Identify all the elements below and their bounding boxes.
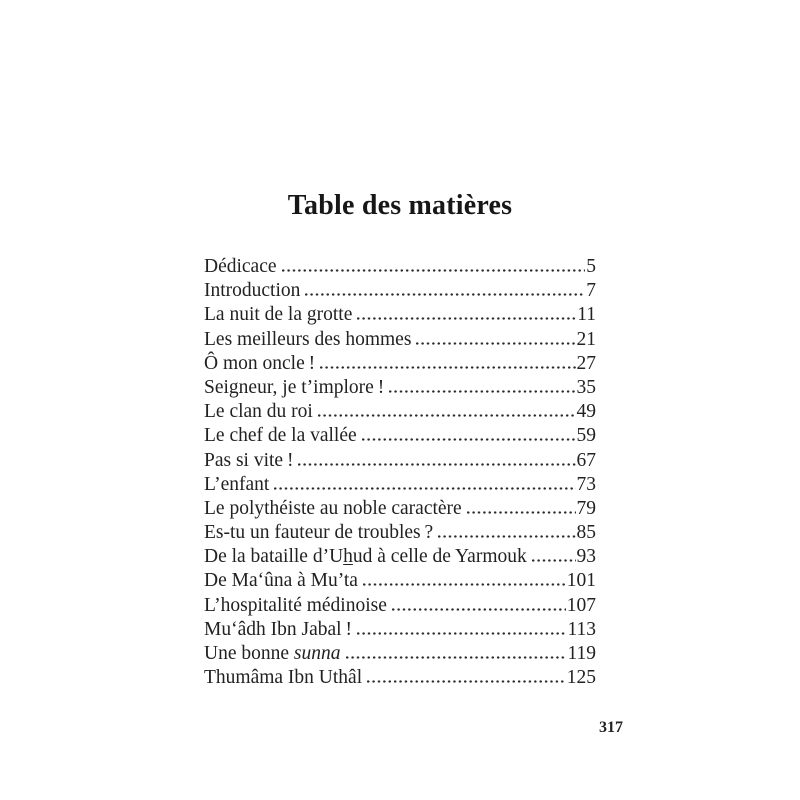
toc-row: Pas si vite ! 67: [204, 450, 596, 474]
toc-entry-label: Le clan du roi: [204, 401, 313, 423]
toc-row: Une bonne sunna 119: [204, 643, 596, 667]
toc-entry-page: 7: [586, 280, 596, 302]
toc-entry-text: L’hospitalité médinoise: [204, 594, 387, 616]
toc-entry-text: Seigneur, je t’implore !: [204, 376, 385, 398]
toc-row: Ô mon oncle ! 27: [204, 353, 596, 377]
toc-row: L’enfant 73: [204, 474, 596, 498]
toc-entry-label: Introduction: [204, 280, 300, 302]
toc-entry-text: De Ma‘ûna à Mu’ta: [204, 570, 358, 592]
toc-entry-label: Seigneur, je t’implore !: [204, 377, 384, 399]
leader-dots: [391, 607, 566, 611]
toc-entry-label: La nuit de la grotte: [204, 304, 352, 326]
toc-row: Le clan du roi 49: [204, 401, 596, 425]
toc-entry-page: 73: [576, 473, 597, 495]
toc-row: La nuit de la grotte 11: [204, 304, 596, 328]
toc-entry-page: 49: [576, 401, 597, 423]
toc-entry-page: 11: [577, 304, 596, 326]
toc-entry-page: 35: [576, 376, 597, 398]
toc-row: Mu‘âdh Ibn Jabal ! 113: [204, 619, 596, 643]
toc-entry-label: De la bataille d’Uhud à celle de Yarmouk: [204, 546, 527, 568]
toc-row: De la bataille d’Uhud à celle de Yarmouk…: [204, 546, 596, 570]
toc-entry-text: L’enfant: [204, 473, 270, 495]
leader-dots: [356, 631, 567, 635]
toc-entry-label: De Ma‘ûna à Mu’ta: [204, 570, 358, 592]
leader-dots: [367, 680, 566, 684]
toc-entry-label: Une bonne sunna: [204, 643, 341, 665]
leader-dots: [531, 559, 576, 563]
toc-entry-label: Le chef de la vallée: [204, 425, 357, 447]
toc-entry-page: 93: [576, 546, 597, 568]
toc-row: Thumâma Ibn Uthâl 125: [204, 667, 596, 691]
toc-row: L’hospitalité médinoise 107: [204, 595, 596, 619]
leader-dots: [438, 535, 576, 539]
toc-entry-page: 107: [566, 594, 596, 616]
toc-row: Seigneur, je t’implore ! 35: [204, 377, 596, 401]
toc-entry-text: Une bonne: [204, 643, 294, 664]
toc-entry-page: 59: [576, 425, 597, 447]
toc-entry-label: Dédicace: [204, 256, 277, 278]
toc-entry-text-underlined: h: [343, 546, 353, 568]
leader-dots: [281, 269, 586, 272]
leader-dots: [361, 438, 576, 442]
toc-entry-page: 5: [586, 256, 596, 277]
toc-entry-text: Ô mon oncle !: [204, 352, 316, 374]
toc-row: Les meilleurs des hommes 21: [204, 329, 596, 353]
toc-entry-label: Thumâma Ibn Uthâl: [204, 667, 362, 689]
page-title: Table des matières: [287, 190, 513, 221]
toc-entry-page: 21: [576, 328, 597, 350]
toc-entry-text: Es-tu un fauteur de troubles ?: [204, 522, 434, 544]
toc-entry-label: L’enfant: [204, 474, 269, 496]
toc-entry-page: 125: [566, 667, 596, 689]
toc-entry-text: Dédicace: [204, 256, 277, 277]
toc-entry-text-italic: sunna: [293, 643, 341, 664]
leader-dots: [466, 510, 576, 514]
toc-entry-label: Le polythéiste au noble caractère: [204, 498, 462, 520]
toc-row: Dédicace 5: [204, 256, 596, 280]
toc-entry-page: 101: [566, 570, 596, 592]
leader-dots: [362, 583, 566, 587]
toc-entry-text: Les meilleurs des hommes: [204, 328, 412, 350]
toc-entry-label: Ô mon oncle !: [204, 353, 315, 375]
leader-dots: [298, 462, 576, 466]
toc-entry-label: Es-tu un fauteur de troubles ?: [204, 522, 433, 544]
toc-entry-text: ud à celle de Yarmouk: [352, 546, 527, 568]
toc-entry-label: L’hospitalité médinoise: [204, 595, 387, 617]
toc-entry-text: Le clan du roi: [204, 401, 313, 423]
toc-entry-label: Les meilleurs des hommes: [204, 329, 411, 351]
leader-dots: [320, 365, 576, 369]
toc-entry-page: 67: [576, 449, 597, 471]
toc-row: Introduction 7: [204, 280, 596, 304]
leader-dots: [274, 486, 576, 490]
folio-page-number: 317: [599, 719, 623, 736]
leader-dots: [345, 656, 567, 659]
toc-entry-text: Introduction: [204, 280, 301, 302]
toc-entry-page: 27: [576, 352, 597, 374]
toc-row: Es-tu un fauteur de troubles ? 85: [204, 522, 596, 546]
toc-row: Le polythéiste au noble caractère 79: [204, 498, 596, 522]
toc-entry-page: 113: [567, 618, 596, 640]
toc-entry-page: 79: [576, 497, 597, 519]
leader-dots: [416, 341, 576, 345]
leader-dots: [317, 414, 576, 418]
toc-entry-text: Pas si vite !: [204, 449, 294, 471]
toc-entry-text: Le polythéiste au noble caractère: [204, 497, 462, 519]
leader-dots: [389, 389, 576, 393]
toc-entry-text: Thumâma Ibn Uthâl: [204, 667, 363, 689]
toc-entry-text: Mu‘âdh Ibn Jabal !: [204, 618, 352, 640]
leader-dots: [305, 293, 586, 297]
toc-entry-text: La nuit de la grotte: [204, 304, 353, 326]
toc-entry-page: 119: [567, 643, 596, 664]
toc-row: Le chef de la vallée 59: [204, 425, 596, 449]
toc-entry-text: Le chef de la vallée: [204, 425, 357, 447]
toc-entry-text: De la bataille d’U: [204, 546, 344, 568]
toc-entry-page: 85: [576, 522, 597, 544]
toc-entry-label: Mu‘âdh Ibn Jabal !: [204, 619, 352, 641]
leader-dots: [357, 317, 577, 321]
toc-entry-label: Pas si vite !: [204, 450, 293, 472]
table-of-contents: Dédicace 5 Introduction 7 La nuit de la gr…: [204, 256, 596, 691]
toc-row: De Ma‘ûna à Mu’ta 101: [204, 570, 596, 594]
